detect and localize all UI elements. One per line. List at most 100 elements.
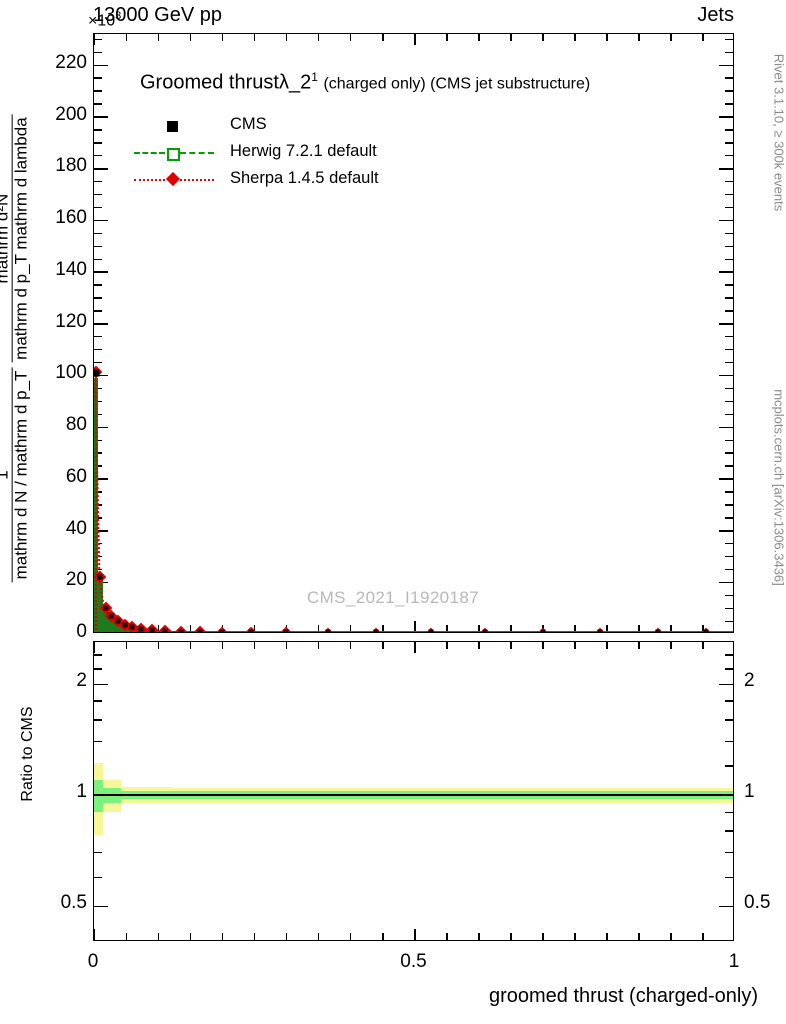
axis-tick [725, 517, 733, 519]
axis-tick [670, 34, 672, 41]
axis-tick [638, 625, 640, 632]
axis-tick [725, 568, 733, 571]
axis-tick [702, 642, 705, 649]
y-tick-label-main: 180 [55, 155, 87, 177]
axis-tick [719, 64, 733, 67]
axis-tick [478, 34, 480, 41]
axis-tick [574, 642, 576, 649]
axis-tick [725, 103, 733, 105]
axis-tick [719, 219, 733, 222]
axis-tick [725, 851, 733, 854]
herwig-histogram-bin [108, 616, 115, 632]
dashed-line-icon [134, 152, 165, 154]
legend-key-cms [134, 112, 230, 139]
herwig-histogram-bin [97, 578, 103, 632]
axis-tick [253, 933, 256, 940]
axis-tick [94, 206, 102, 209]
axis-tick [725, 740, 733, 743]
axis-tick [125, 933, 128, 940]
cms-data-point [115, 618, 121, 624]
cms-data-point [325, 629, 331, 632]
axis-tick [221, 642, 224, 649]
uncertainty-band-inner [94, 779, 98, 813]
axis-tick [725, 258, 733, 260]
y-tick-label-main: 160 [55, 207, 87, 229]
axis-tick [285, 933, 288, 940]
axis-tick [725, 594, 733, 597]
axis-tick [725, 361, 733, 364]
axis-tick [725, 142, 733, 144]
ratio-reference-line [94, 794, 733, 796]
y-tick-label-main: 40 [65, 517, 87, 539]
axis-tick [725, 555, 733, 558]
axis-tick [478, 933, 480, 940]
y-tick-label-main: 0 [76, 621, 87, 642]
axis-tick [702, 34, 705, 41]
axis-tick [157, 642, 160, 649]
cms-data-point [283, 629, 289, 632]
axis-tick [189, 642, 192, 649]
axis-tick [94, 271, 108, 274]
axis-tick [725, 465, 733, 467]
axis-tick [94, 413, 102, 416]
axis-tick [189, 34, 192, 41]
axis-tick [510, 34, 512, 41]
cms-data-point [178, 629, 184, 632]
axis-tick [94, 654, 102, 656]
axis-tick [725, 349, 733, 351]
axis-tick [725, 504, 733, 506]
axis-tick [725, 607, 733, 610]
axis-tick [414, 642, 416, 653]
axis-tick [725, 452, 733, 454]
axis-tick [94, 142, 102, 144]
legend-key-herwig [134, 139, 230, 166]
y-tick-label-ratio-right: 2 [744, 670, 755, 692]
axis-tick [94, 284, 102, 286]
y-tick-label-ratio: 0.5 [60, 892, 87, 914]
dashed-line-icon [180, 152, 214, 154]
axis-tick [94, 219, 108, 222]
axis-tick [725, 400, 733, 403]
axis-tick [253, 34, 256, 41]
axis-tick [719, 530, 733, 532]
axis-tick [719, 581, 733, 584]
x-tick-label: 0 [87, 951, 99, 972]
axis-tick [94, 465, 102, 467]
axis-tick [94, 90, 102, 92]
plot-title: Groomed thrustλ_21 (charged only) (CMS j… [140, 70, 591, 94]
cms-data-point [482, 629, 488, 632]
axis-tick [317, 625, 320, 632]
axis-tick [94, 700, 102, 703]
axis-tick [725, 491, 733, 493]
sherpa-error-bar [94, 371, 97, 632]
axis-tick [725, 129, 733, 131]
axis-tick [725, 77, 733, 79]
herwig-histogram-bin [102, 608, 109, 632]
axis-tick [725, 719, 733, 721]
filled-diamond-icon [165, 171, 181, 187]
axis-tick [638, 933, 640, 940]
axis-tick [725, 620, 733, 622]
axis-tick [94, 542, 102, 545]
analysis-category-label: Jets [697, 4, 734, 26]
cms-data-point [703, 629, 709, 632]
axis-tick [94, 232, 102, 235]
ratio-plot-area [94, 642, 733, 940]
axis-tick [725, 284, 733, 286]
ratio-plot-panel [93, 641, 734, 941]
axis-tick [414, 621, 416, 632]
axis-tick [94, 452, 102, 454]
legend-label-herwig: Herwig 7.2.1 default [230, 142, 377, 160]
cms-data-point [122, 622, 128, 628]
cms-data-point [108, 613, 114, 619]
axis-tick [414, 34, 416, 45]
mcplots-credit-label: mcplots.cern.ch [arXiv:1306.3436] [771, 389, 786, 586]
axis-tick [606, 625, 608, 632]
axis-tick [446, 642, 448, 649]
axis-tick [349, 34, 352, 41]
main-plot-area [94, 34, 733, 632]
axis-tick [157, 625, 160, 632]
axis-tick [94, 323, 108, 325]
axis-tick [725, 310, 733, 312]
cms-data-point [149, 627, 155, 632]
